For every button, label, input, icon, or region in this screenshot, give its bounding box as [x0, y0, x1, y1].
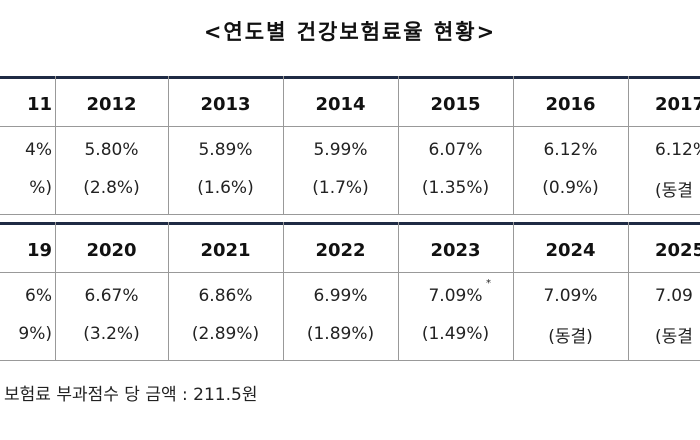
row-line: [0, 360, 700, 361]
col-line: [283, 76, 284, 214]
year-header: 2017: [655, 93, 700, 115]
change: (1.35%): [421, 178, 490, 198]
table-border: [0, 76, 700, 79]
rate: 4%: [25, 140, 52, 160]
rate: 6.67%: [84, 286, 139, 306]
change: (동결): [548, 326, 593, 347]
year-header: 11: [26, 93, 52, 115]
rate: 6.86%: [198, 286, 253, 306]
year-header: 2012: [86, 93, 137, 115]
year-header: 2016: [545, 93, 596, 115]
row-line: [0, 272, 700, 273]
row-line: [0, 214, 700, 215]
col-line: [283, 222, 284, 360]
rate-note: *: [486, 278, 491, 289]
change: (1.7%): [312, 178, 369, 198]
change: (1.6%): [197, 178, 254, 198]
change: (2.8%): [83, 178, 140, 198]
rate: 5.89%: [198, 140, 253, 160]
rate: 6.12%: [655, 140, 700, 160]
rate: 5.80%: [84, 140, 139, 160]
col-line: [55, 76, 56, 214]
col-line: [628, 76, 629, 214]
year-header: 2013: [200, 93, 251, 115]
rate: 6.07%: [428, 140, 483, 160]
row-line: [0, 126, 700, 127]
change: (1.89%): [306, 324, 375, 344]
rate: 6%: [25, 286, 52, 306]
col-line: [398, 222, 399, 360]
col-line: [398, 76, 399, 214]
change: (2.89%): [191, 324, 260, 344]
rate: 7.09%: [543, 286, 598, 306]
col-line: [513, 222, 514, 360]
change: (3.2%): [83, 324, 140, 344]
change: (0.9%): [542, 178, 599, 198]
col-line: [513, 76, 514, 214]
rate: 6.12%: [543, 140, 598, 160]
title: <연도별 건강보험료율 현황>: [203, 20, 497, 44]
year-header: 2022: [315, 239, 366, 261]
year-header: 2021: [200, 239, 251, 261]
change: (1.49%): [421, 324, 490, 344]
year-header: 2015: [430, 93, 481, 115]
change: 9%): [18, 324, 52, 344]
year-header: 2014: [315, 93, 366, 115]
year-header: 2020: [86, 239, 137, 261]
change: (동결: [655, 180, 693, 201]
change: (동결: [655, 326, 693, 347]
rate: 7.09%: [428, 286, 483, 306]
col-line: [168, 76, 169, 214]
footnote: 보험료 부과점수 당 금액 : 211.5원: [4, 385, 258, 405]
year-header: 19: [26, 239, 52, 261]
rate: 6.99%: [313, 286, 368, 306]
col-line: [55, 222, 56, 360]
change: %): [29, 178, 52, 198]
table-border: [0, 222, 700, 225]
col-line: [628, 222, 629, 360]
rate: 5.99%: [313, 140, 368, 160]
rate: 7.09: [655, 286, 693, 306]
year-header: 2023: [430, 239, 481, 261]
col-line: [168, 222, 169, 360]
year-header: 2024: [545, 239, 596, 261]
year-header: 2025: [655, 239, 700, 261]
